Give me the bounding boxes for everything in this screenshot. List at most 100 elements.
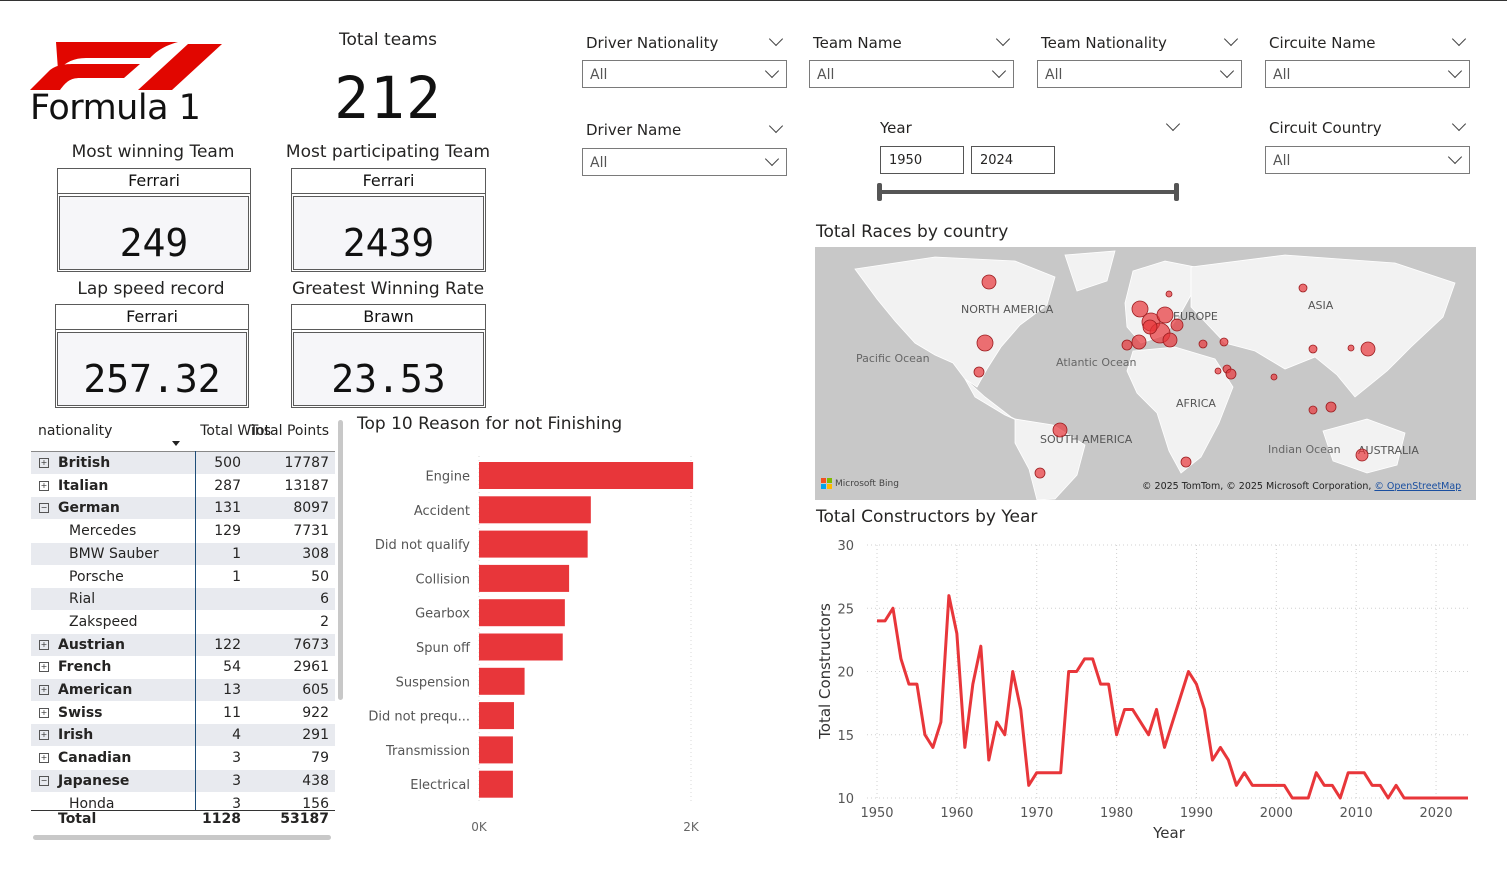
x-tick-label: 0K xyxy=(471,820,488,834)
slicer-dropdown[interactable]: All xyxy=(1037,60,1242,88)
slicer-driver-name[interactable]: Driver Name All xyxy=(582,118,787,179)
slicer-dropdown[interactable]: All xyxy=(582,148,787,176)
race-bubble[interactable] xyxy=(1052,422,1068,438)
table-vertical-scrollbar[interactable] xyxy=(338,420,343,700)
slicer-team-nationality[interactable]: Team Nationality All xyxy=(1037,31,1242,92)
bar[interactable] xyxy=(479,599,565,627)
race-bubble[interactable] xyxy=(976,334,994,352)
bar[interactable] xyxy=(479,564,570,592)
race-bubble[interactable] xyxy=(1347,344,1355,352)
race-bubble[interactable] xyxy=(1156,306,1174,324)
constructors-series-line[interactable] xyxy=(877,594,1468,800)
year-from-input[interactable]: 1950 xyxy=(880,146,964,174)
slicer-dropdown[interactable]: All xyxy=(1265,60,1470,88)
bar[interactable] xyxy=(479,667,525,695)
race-bubble[interactable] xyxy=(1270,373,1278,381)
table-row[interactable]: Rial 6 xyxy=(31,588,335,611)
race-bubble[interactable] xyxy=(1165,290,1173,298)
chevron-down-icon[interactable] xyxy=(1451,31,1467,47)
table-row[interactable]: − Japanese 3 438 xyxy=(31,769,335,792)
race-bubble[interactable] xyxy=(1198,339,1208,349)
bar[interactable] xyxy=(479,530,588,558)
bar[interactable] xyxy=(479,462,694,489)
line-chart-title: Total Constructors by Year xyxy=(816,507,1038,527)
expand-icon[interactable]: + xyxy=(39,662,49,673)
table-row[interactable]: + Irish 4 291 xyxy=(31,724,335,747)
year-slider-track[interactable] xyxy=(880,190,1177,194)
table-row[interactable]: Porsche 1 50 xyxy=(31,566,335,588)
map-label-africa: AFRICA xyxy=(1176,397,1216,410)
chevron-down-icon[interactable] xyxy=(1165,116,1181,132)
race-bubble[interactable] xyxy=(1034,467,1046,479)
race-bubble[interactable] xyxy=(1219,337,1229,347)
table-row[interactable]: + American 13 605 xyxy=(31,679,335,701)
bar-category-label: Collision xyxy=(416,572,470,587)
chevron-down-icon[interactable] xyxy=(768,118,784,134)
races-map[interactable]: NORTH AMERICA EUROPE ASIA Pacific Ocean … xyxy=(815,247,1476,500)
table-row[interactable]: + British 500 17787 xyxy=(31,452,335,474)
bar[interactable] xyxy=(479,633,563,661)
table-row[interactable]: Honda 3 156 xyxy=(31,793,335,815)
table-row[interactable]: − German 131 8097 xyxy=(31,497,335,520)
slicer-dropdown[interactable]: All xyxy=(582,60,787,88)
row-total-points: 79 xyxy=(311,750,329,767)
race-bubble[interactable] xyxy=(1131,300,1149,318)
slicer-dropdown[interactable]: All xyxy=(1265,146,1470,174)
row-total-points: 8097 xyxy=(293,500,329,517)
bar[interactable] xyxy=(479,770,513,798)
year-to-input[interactable]: 2024 xyxy=(971,146,1055,174)
race-bubble[interactable] xyxy=(1180,456,1192,468)
table-horizontal-scrollbar[interactable] xyxy=(33,835,331,840)
table-row[interactable]: + Austrian 122 7673 xyxy=(31,633,335,656)
expand-icon[interactable]: + xyxy=(39,480,49,491)
openstreetmap-link[interactable]: © OpenStreetMap xyxy=(1374,481,1462,492)
expand-icon[interactable]: + xyxy=(39,730,49,741)
expand-icon[interactable]: + xyxy=(39,707,49,718)
race-bubble[interactable] xyxy=(1170,318,1184,332)
bar[interactable] xyxy=(479,702,514,730)
bar[interactable] xyxy=(479,496,591,524)
expand-icon[interactable]: + xyxy=(39,639,49,650)
slicer-team-name[interactable]: Team Name All xyxy=(809,31,1014,92)
race-bubble[interactable] xyxy=(981,274,997,290)
race-bubble[interactable] xyxy=(1325,401,1337,413)
chevron-down-icon[interactable] xyxy=(1223,31,1239,47)
chevron-down-icon[interactable] xyxy=(768,31,784,47)
slicer-driver-nationality[interactable]: Driver Nationality All xyxy=(582,31,787,92)
table-row[interactable]: BMW Sauber 1 308 xyxy=(31,542,335,565)
slicer-dropdown[interactable]: All xyxy=(809,60,1014,88)
header-total-points[interactable]: Total Points xyxy=(249,423,329,439)
race-bubble[interactable] xyxy=(1308,405,1318,415)
year-slider-handle-end[interactable] xyxy=(1174,183,1179,201)
collapse-icon[interactable]: − xyxy=(39,775,49,786)
expand-icon[interactable]: + xyxy=(39,753,49,764)
race-bubble[interactable] xyxy=(1162,332,1178,348)
slicer-circuit-country[interactable]: Circuit Country All xyxy=(1265,116,1470,177)
race-bubble[interactable] xyxy=(1298,283,1308,293)
expand-icon[interactable]: + xyxy=(39,685,49,695)
bar[interactable] xyxy=(479,736,513,764)
race-bubble[interactable] xyxy=(1121,339,1133,351)
table-row[interactable]: + Swiss 11 922 xyxy=(31,702,335,724)
race-bubble[interactable] xyxy=(1308,344,1318,354)
header-total-wins[interactable]: Total Wins xyxy=(200,423,271,439)
header-nationality[interactable]: nationality xyxy=(38,423,113,439)
race-bubble[interactable] xyxy=(1131,334,1147,350)
race-bubble[interactable] xyxy=(1355,448,1369,462)
table-row[interactable]: + Canadian 3 79 xyxy=(31,747,335,769)
race-bubble[interactable] xyxy=(973,366,985,378)
table-row[interactable]: + French 54 2961 xyxy=(31,656,335,678)
expand-icon[interactable]: + xyxy=(39,458,49,468)
chevron-down-icon[interactable] xyxy=(1451,116,1467,132)
collapse-icon[interactable]: − xyxy=(39,503,49,514)
slicer-circuit-name[interactable]: Circuite Name All xyxy=(1265,31,1470,92)
year-slider-handle-start[interactable] xyxy=(877,183,882,201)
race-bubble[interactable] xyxy=(1360,341,1376,357)
race-bubble[interactable] xyxy=(1225,368,1237,380)
table-row[interactable]: Zakspeed 2 xyxy=(31,611,335,633)
chevron-down-icon[interactable] xyxy=(995,31,1011,47)
table-row[interactable]: + Italian 287 13187 xyxy=(31,475,335,497)
race-bubble[interactable] xyxy=(1214,367,1222,375)
race-bubble[interactable] xyxy=(1142,319,1158,335)
table-row[interactable]: Mercedes 129 7731 xyxy=(31,520,335,542)
